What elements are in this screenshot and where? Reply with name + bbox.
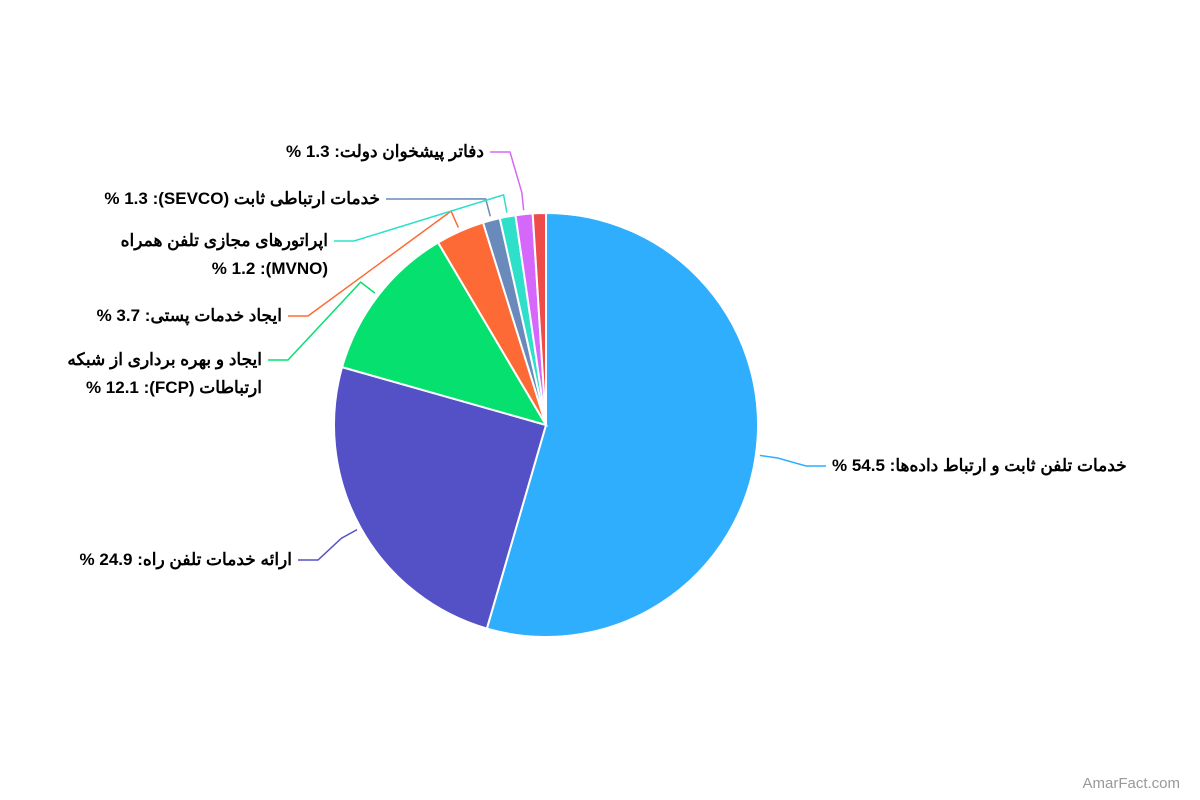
data-label: دفاتر پیشخوان دولت: 1.3 % [286,142,484,161]
leader-line [288,209,460,317]
data-label: ارائه خدمات تلفن راه: 24.9 % [79,550,292,569]
data-label: ایجاد و بهره برداری از شبکه ارتباطات (FC… [67,350,262,397]
data-label: خدمات تلفن ثابت و ارتباط داده‌ها: 54.5 % [832,456,1127,475]
leader-line [334,193,508,242]
pie-slice [531,211,547,426]
pie-slice [340,241,549,427]
credit: AmarFact.com [1082,775,1180,792]
leader-line [268,281,376,361]
data-label: ایجاد خدمات پستی: 3.7 % [96,306,282,325]
leader-line [759,454,826,467]
pie-slice [333,365,548,630]
leader-line [490,151,525,211]
data-label: اپراتورهای مجازی تلفن همراه (MVNO): 1.2 … [120,231,328,278]
leader-line [298,528,358,561]
data-label: خدمات ارتباطی ثابت (SEVCO): 1.3 % [104,189,380,208]
leader-line [386,198,492,217]
pie-slice [485,211,759,638]
